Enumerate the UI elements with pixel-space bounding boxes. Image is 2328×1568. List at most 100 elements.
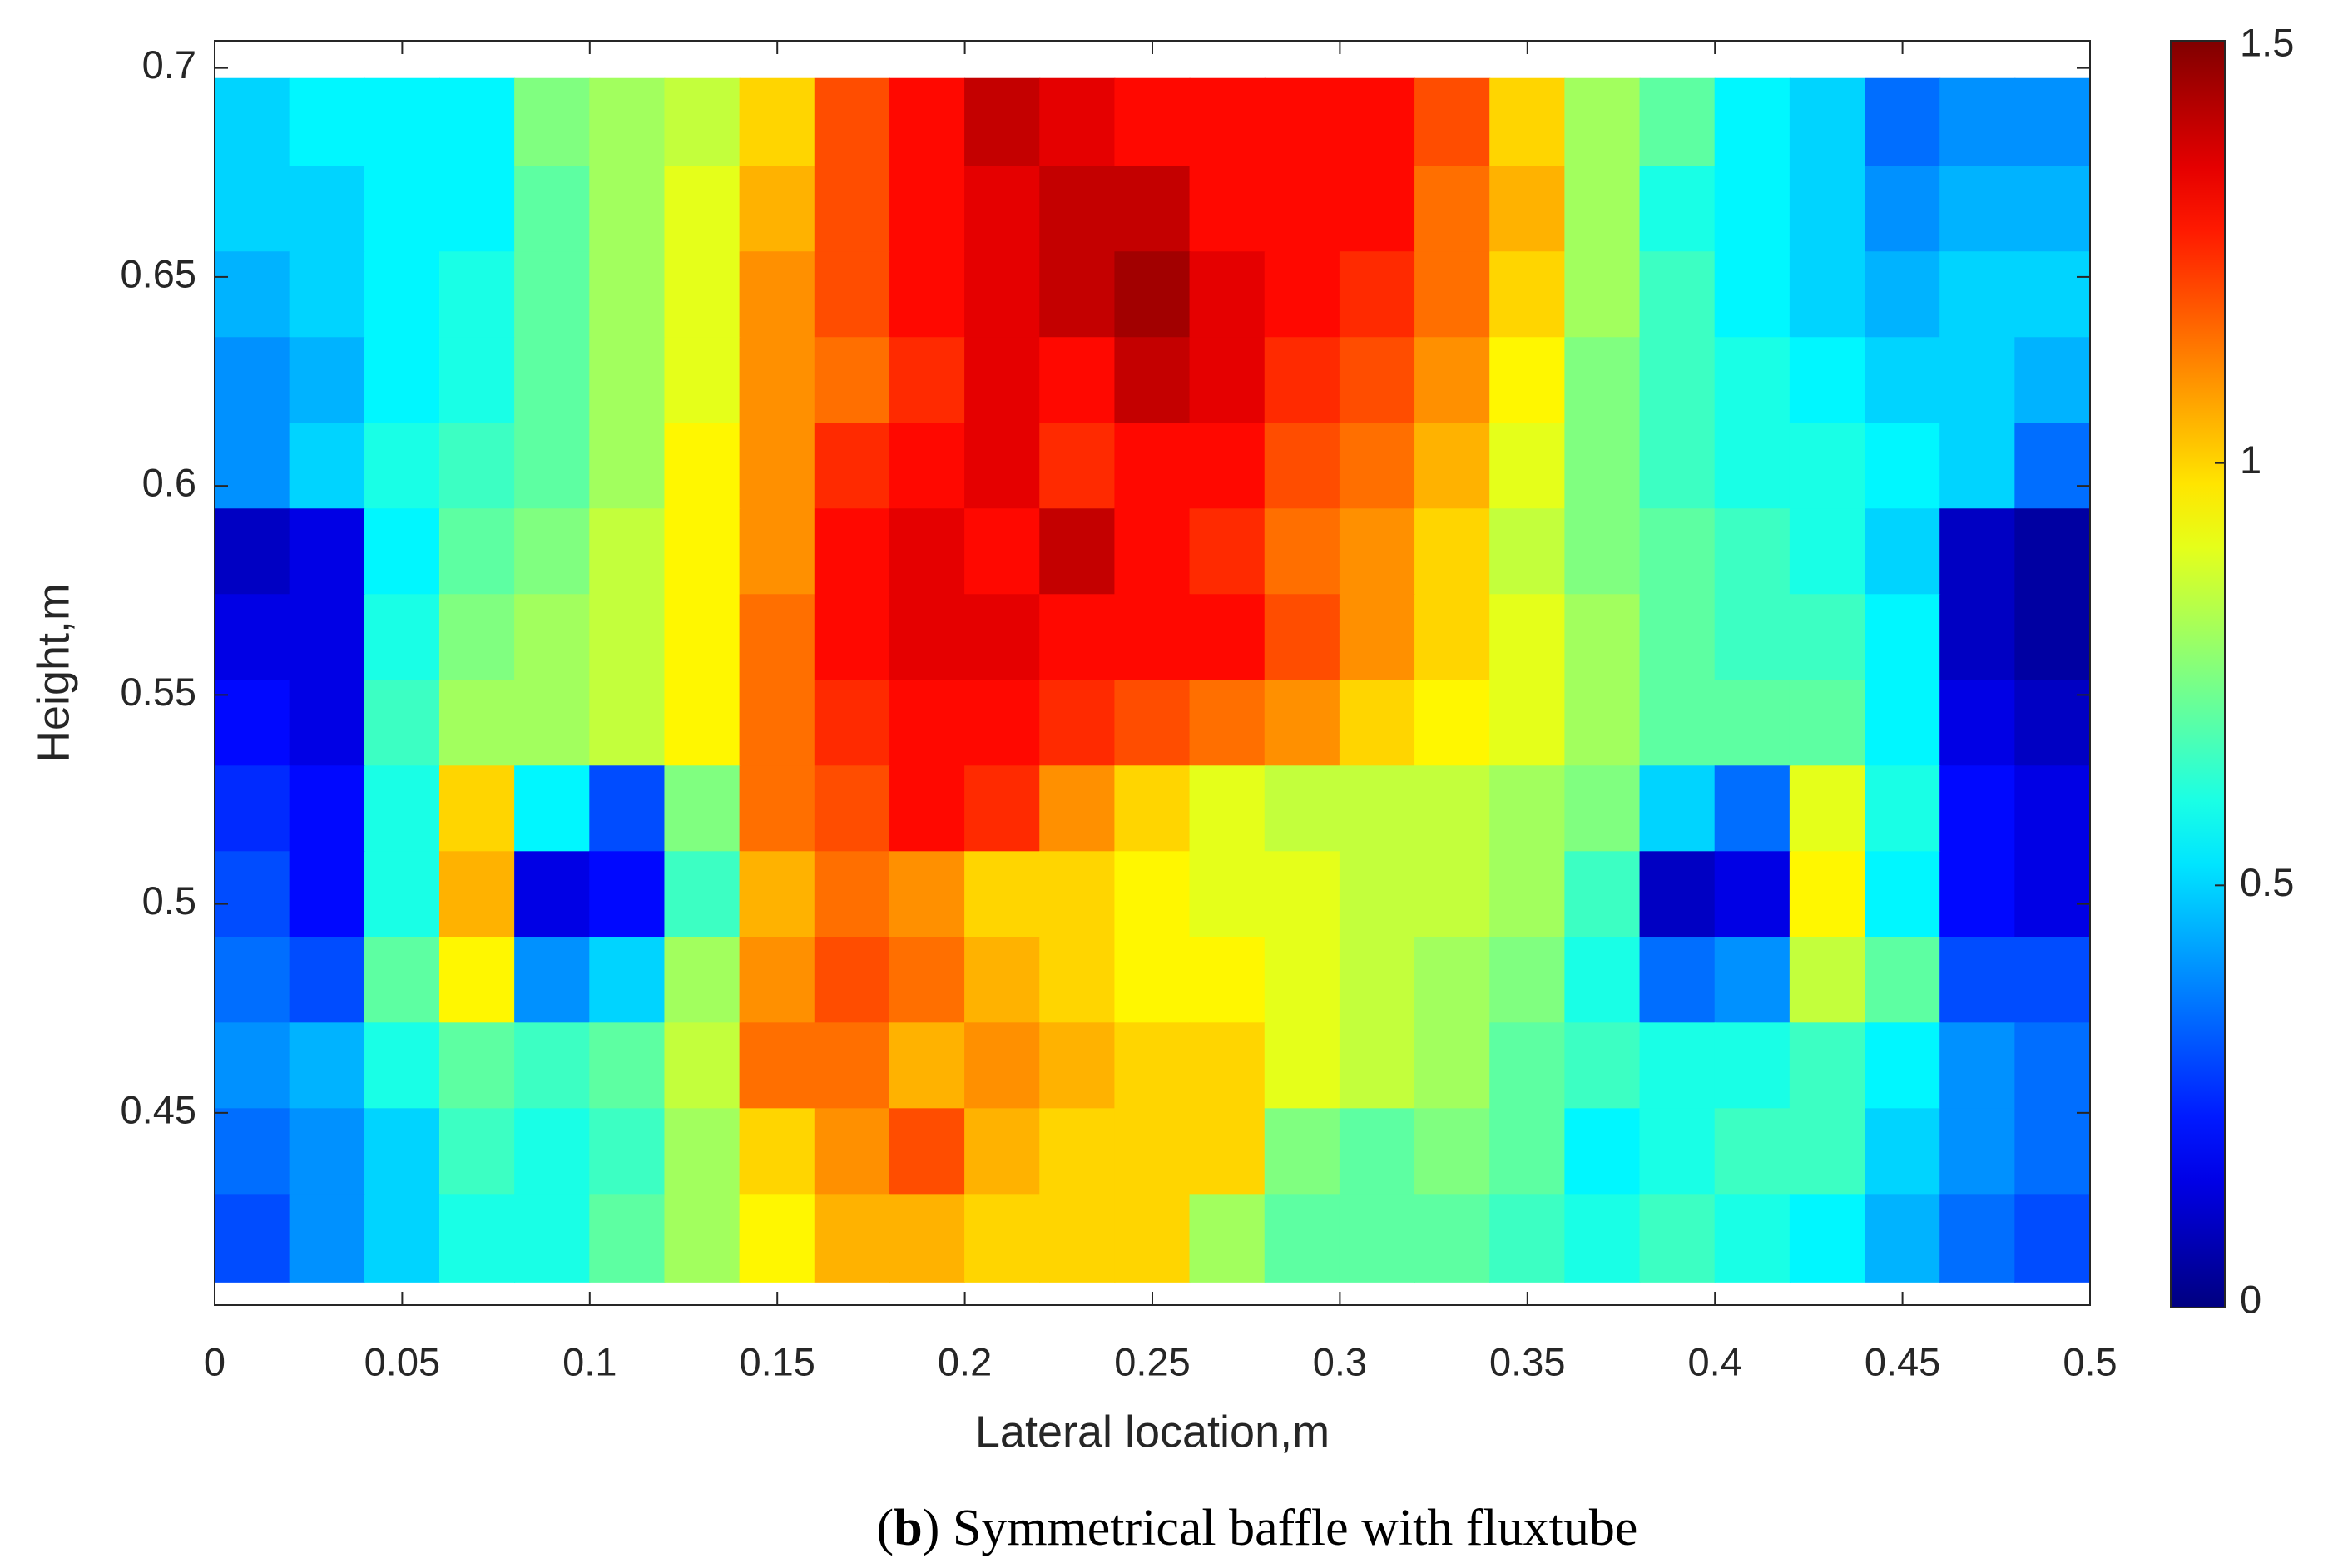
contour-cell bbox=[964, 680, 1041, 767]
contour-cell bbox=[1264, 337, 1340, 424]
contour-cell bbox=[1189, 594, 1266, 681]
y-tick-label: 0.6 bbox=[142, 461, 196, 505]
contour-cell bbox=[1489, 594, 1566, 681]
caption: (b) Symmetrical baffle with fluxtube bbox=[877, 1500, 1638, 1556]
contour-cell bbox=[889, 1194, 966, 1283]
contour-cell bbox=[964, 1194, 1041, 1283]
contour-cell bbox=[1639, 1194, 1716, 1283]
contour-cell bbox=[1039, 937, 1116, 1024]
contour-cell bbox=[739, 765, 815, 853]
contour-cell bbox=[1189, 1022, 1266, 1110]
contour-cell bbox=[1865, 77, 1941, 167]
y-tick-label: 0.7 bbox=[142, 42, 196, 87]
contour-cell bbox=[1339, 765, 1416, 853]
contour-cell bbox=[1339, 594, 1416, 681]
contour-cell bbox=[1339, 77, 1416, 167]
contour-cell bbox=[1939, 508, 2016, 596]
contour-cell bbox=[214, 594, 290, 681]
contour-cell bbox=[438, 765, 516, 853]
colorbar-tick-label: 1.5 bbox=[2240, 20, 2294, 64]
contour-cell bbox=[438, 166, 516, 253]
contour-cell bbox=[1414, 337, 1491, 424]
x-tick-label: 0.4 bbox=[1688, 1339, 1742, 1383]
contour-cell bbox=[1339, 508, 1416, 596]
contour-cell bbox=[1414, 423, 1491, 510]
contour-cell bbox=[1264, 1194, 1340, 1283]
contour-cell bbox=[1489, 423, 1566, 510]
x-tick-label: 0.35 bbox=[1489, 1339, 1565, 1383]
contour-cell bbox=[1264, 937, 1340, 1024]
caption-part: ) Symmetrical baffle with fluxtube bbox=[923, 1500, 1638, 1556]
contour-cell bbox=[889, 166, 966, 253]
contour-cell bbox=[589, 508, 666, 596]
contour-cell bbox=[1339, 1022, 1416, 1110]
contour-cell bbox=[1039, 765, 1116, 853]
contour-cell bbox=[1939, 680, 2016, 767]
contour-cell bbox=[589, 166, 666, 253]
contour-cell bbox=[1714, 680, 1791, 767]
contour-cell bbox=[1264, 508, 1340, 596]
x-tick-label: 0.3 bbox=[1313, 1339, 1367, 1383]
x-tick-label: 0.1 bbox=[562, 1339, 617, 1383]
contour-cell bbox=[289, 594, 365, 681]
contour-cell bbox=[1264, 680, 1340, 767]
contour-cell bbox=[1865, 1108, 1941, 1195]
y-tick-label: 0.5 bbox=[142, 878, 196, 922]
contour-cell bbox=[964, 77, 1041, 167]
contour-cell bbox=[364, 851, 440, 938]
contour-cell bbox=[1114, 337, 1191, 424]
contour-cell bbox=[289, 508, 365, 596]
contour-cell bbox=[1939, 423, 2016, 510]
colorbar bbox=[2170, 40, 2226, 1308]
x-tick-label: 0.2 bbox=[938, 1339, 992, 1383]
contour-cell bbox=[1939, 251, 2016, 339]
contour-cell bbox=[1264, 1022, 1340, 1110]
contour-cell bbox=[1865, 423, 1941, 510]
contour-cell bbox=[364, 423, 440, 510]
contour-cell bbox=[1489, 851, 1566, 938]
contour-cell bbox=[2014, 594, 2091, 681]
contour-cell bbox=[1039, 337, 1116, 424]
contour-cell bbox=[514, 680, 591, 767]
contour-cell bbox=[1339, 851, 1416, 938]
contour-cell bbox=[814, 508, 890, 596]
contour-cell bbox=[1714, 166, 1791, 253]
contour-cell bbox=[1114, 937, 1191, 1024]
contour-cell bbox=[739, 680, 815, 767]
contour-cell bbox=[589, 77, 666, 167]
contour-cell bbox=[1714, 1108, 1791, 1195]
contour-cell bbox=[514, 251, 591, 339]
contour-cell bbox=[214, 851, 290, 938]
contour-cell bbox=[514, 765, 591, 853]
contour-cell bbox=[2014, 251, 2091, 339]
contour-cell bbox=[1114, 594, 1191, 681]
contour-cell bbox=[1414, 594, 1491, 681]
contour-cell bbox=[1865, 594, 1941, 681]
contour-cell bbox=[1865, 251, 1941, 339]
contour-cell bbox=[739, 594, 815, 681]
contour-cell bbox=[514, 594, 591, 681]
contour-cell bbox=[1114, 765, 1191, 853]
contour-cell bbox=[1489, 1022, 1566, 1110]
contour-cell bbox=[1414, 251, 1491, 339]
contour-cell bbox=[364, 1194, 440, 1283]
contour-cell bbox=[1789, 937, 1866, 1024]
contour-cell bbox=[1564, 77, 1641, 167]
contour-cell bbox=[1639, 937, 1716, 1024]
contour-cell bbox=[889, 765, 966, 853]
contour-cell bbox=[1039, 1022, 1116, 1110]
contour-cell bbox=[1714, 251, 1791, 339]
contour-cell bbox=[1789, 594, 1866, 681]
contour-cell bbox=[1039, 594, 1116, 681]
contour-cell bbox=[889, 423, 966, 510]
contour-cell bbox=[1939, 77, 2016, 167]
contour-cell bbox=[289, 166, 365, 253]
contour-cell bbox=[1414, 1194, 1491, 1283]
contour-cell bbox=[664, 1022, 741, 1110]
contour-cell bbox=[1339, 680, 1416, 767]
contour-cell bbox=[1189, 851, 1266, 938]
contour-cell bbox=[438, 423, 516, 510]
contour-cell bbox=[514, 1194, 591, 1283]
contour-cell bbox=[1939, 937, 2016, 1024]
contour-cell bbox=[364, 166, 440, 253]
